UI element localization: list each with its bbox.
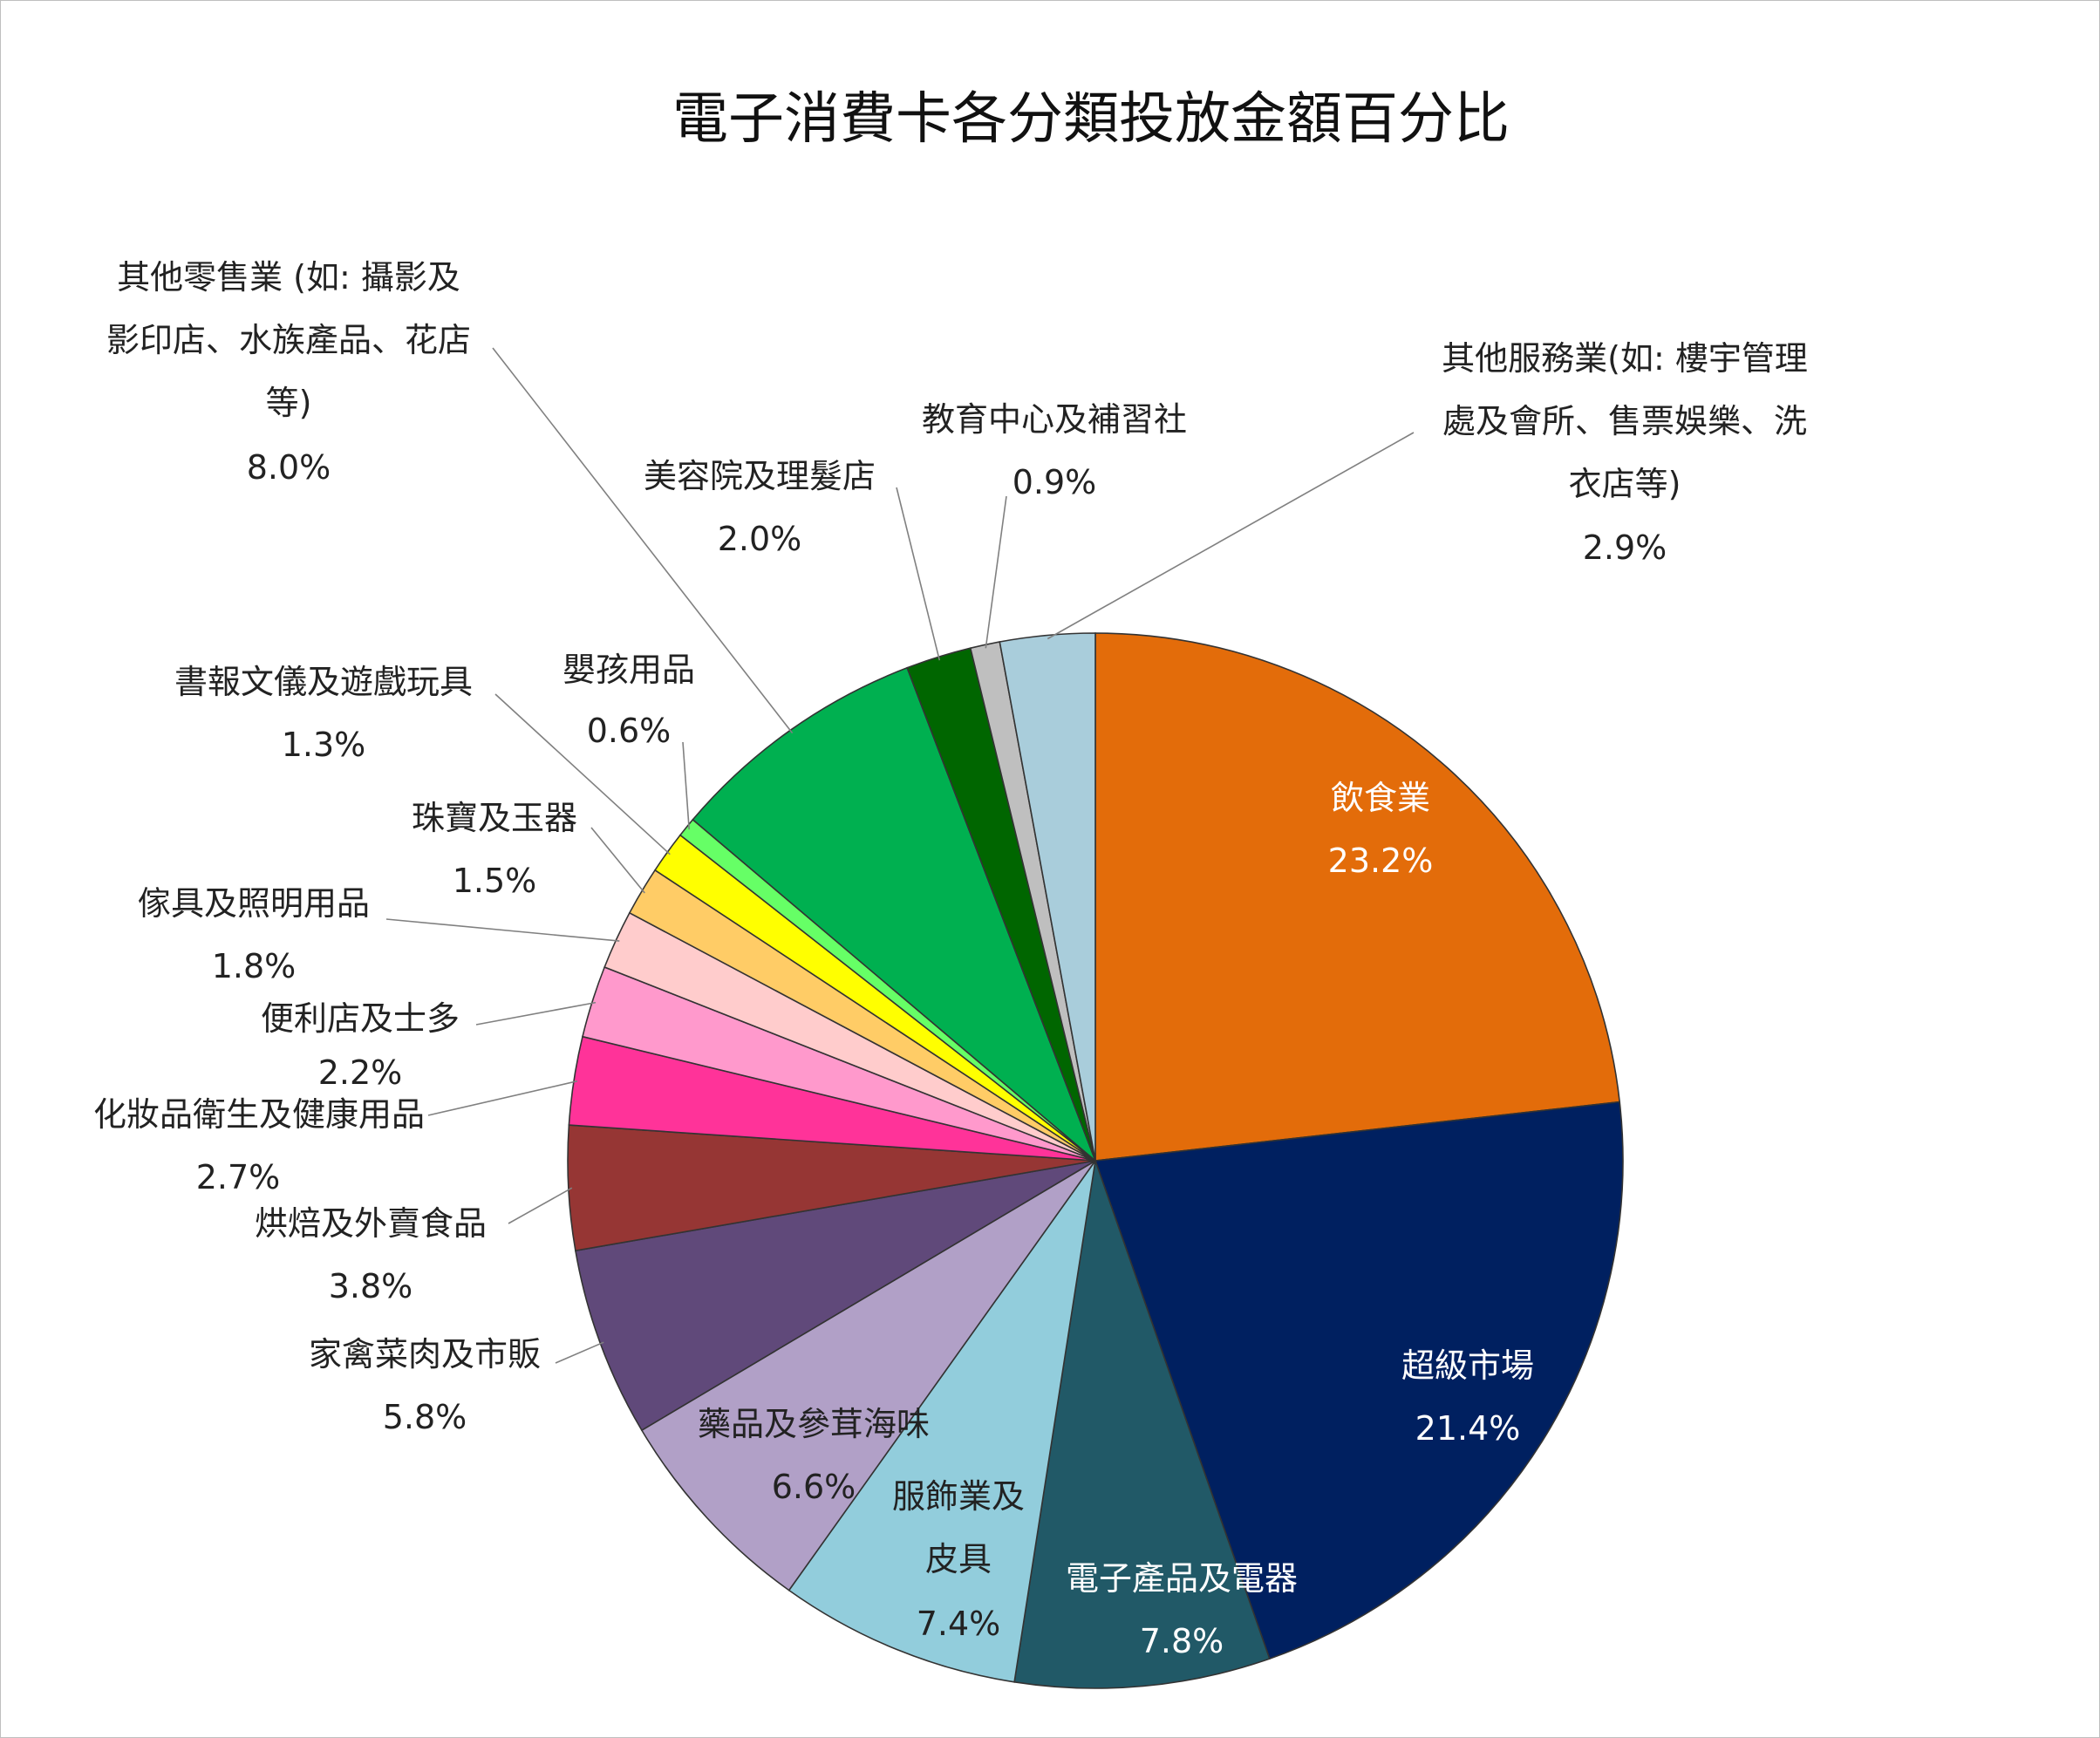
- slice-percent-label: 1.8%: [212, 947, 297, 985]
- slice-percent-label: 1.5%: [453, 862, 537, 900]
- slice-label: 其他零售業 (如: 攝影及影印店、水族產品、花店等): [106, 258, 471, 422]
- pie-slice: [640, 1160, 1096, 1591]
- pie-slice: [1013, 1160, 1271, 1689]
- leader-line: [427, 1080, 578, 1116]
- slice-percent-label: 2.9%: [1583, 528, 1667, 567]
- slice-percent-label: 0.9%: [1012, 463, 1097, 501]
- slice-percent-label: 7.4%: [917, 1605, 1001, 1643]
- slice-percent-label: 1.3%: [282, 726, 366, 764]
- pie-slice: [999, 632, 1096, 1162]
- slice-label: 嬰孩用品: [562, 651, 695, 689]
- slice-percent-label: 21.4%: [1415, 1409, 1521, 1448]
- leader-line: [475, 1001, 597, 1026]
- leader-line: [590, 827, 645, 894]
- pie-slice: [788, 1160, 1096, 1683]
- pie-slice: [1094, 632, 1621, 1162]
- slice-label: 書報文儀及遊戲玩具: [174, 663, 473, 701]
- slice-label: 家禽菜肉及市販: [309, 1335, 541, 1373]
- leader-line: [1047, 432, 1415, 640]
- slice-percent-label: 3.8%: [329, 1267, 413, 1305]
- pie-slices: [567, 632, 1624, 1689]
- slice-percent-label: 0.6%: [587, 712, 672, 750]
- pie-slice: [1094, 1101, 1624, 1660]
- slice-label: 超級市場: [1401, 1346, 1534, 1385]
- slice-percent-label: 2.2%: [318, 1053, 403, 1092]
- slice-percent-label: 23.2%: [1328, 842, 1434, 880]
- slice-label: 飲食業: [1331, 779, 1430, 817]
- slice-label: 電子產品及電器: [1066, 1559, 1298, 1598]
- slice-label: 服飾業及皮具: [892, 1477, 1025, 1578]
- slice-label: 烘焙及外賣食品: [255, 1204, 487, 1243]
- slice-percent-label: 6.6%: [772, 1468, 856, 1506]
- leader-line: [385, 918, 620, 942]
- leader-line: [492, 347, 794, 734]
- chart-title: 電子消費卡各分類投放金額百分比: [672, 87, 1510, 152]
- slice-label: 化妝品衛生及健康用品: [93, 1095, 425, 1134]
- slice-percent-label: 7.8%: [1140, 1622, 1224, 1660]
- leader-lines: [385, 347, 1415, 1364]
- slice-label: 美容院及理髮店: [644, 457, 876, 495]
- slice-percent-label: 8.0%: [247, 448, 331, 487]
- slice-label: 教育中心及補習社: [922, 400, 1187, 439]
- leader-line: [555, 1341, 604, 1364]
- slice-label: 便利店及士多: [261, 999, 460, 1038]
- slice-percent-label: 2.0%: [718, 520, 802, 558]
- slice-percent-label: 5.8%: [383, 1398, 467, 1436]
- leader-line: [508, 1187, 573, 1224]
- slice-percent-label: 2.7%: [196, 1158, 281, 1196]
- slice-label: 其他服務業(如: 樓宇管理處及會所、售票娛樂、洗衣店等): [1442, 339, 1808, 503]
- leader-line: [494, 693, 671, 855]
- slice-label: 藥品及參茸海味: [698, 1405, 930, 1443]
- slice-label: 珠寶及玉器: [412, 799, 577, 837]
- leader-line: [682, 741, 690, 830]
- leader-line: [896, 487, 941, 661]
- slice-labels: 飲食業 23.2% 超級市場 21.4% 電子產品及電器 7.8% 服飾業及皮具 7.4% 藥品…: [93, 258, 1808, 1660]
- leader-line: [985, 495, 1007, 649]
- slice-label: 傢具及照明用品: [138, 884, 370, 923]
